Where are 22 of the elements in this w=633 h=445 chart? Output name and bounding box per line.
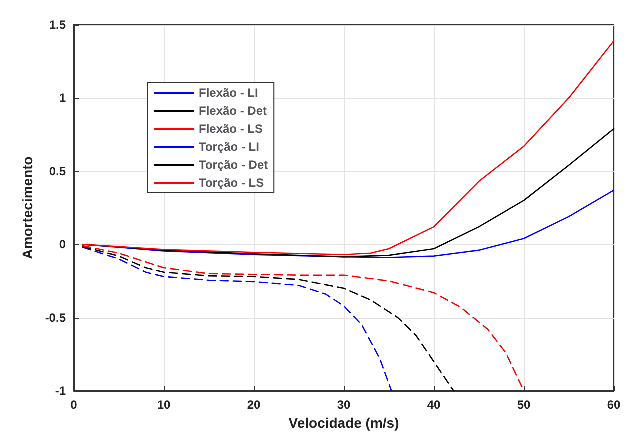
line-series (82, 246, 392, 392)
legend-label: Torção - LS (199, 176, 264, 190)
legend-label: Flexão - LS (199, 122, 264, 136)
x-tick-label: 20 (247, 398, 261, 412)
y-tick-label: 1.5 (49, 18, 66, 32)
y-tick-label: 0.5 (49, 164, 66, 178)
legend-label: Torção - LI (199, 140, 260, 154)
legend-label: Flexão - LI (199, 86, 258, 100)
y-tick-label: 1 (59, 91, 66, 106)
y-axis-title: Amortecimento (19, 156, 36, 260)
legend-label: Torção - Det (199, 158, 268, 172)
y-tick-label: -0.5 (45, 310, 66, 325)
y-tick-label: 0 (59, 238, 66, 252)
y-tick-label: -1 (55, 384, 66, 398)
x-tick-label: 30 (337, 398, 351, 412)
legend-label: Flexão - Det (199, 104, 268, 118)
x-tick-label: 10 (157, 398, 171, 412)
x-tick-label: 40 (427, 398, 441, 412)
x-tick-label: 0 (70, 398, 78, 412)
x-axis-title: Velocidade (m/s) (288, 414, 400, 431)
x-tick-label: 50 (517, 398, 531, 412)
x-tick-label: 60 (607, 398, 621, 412)
